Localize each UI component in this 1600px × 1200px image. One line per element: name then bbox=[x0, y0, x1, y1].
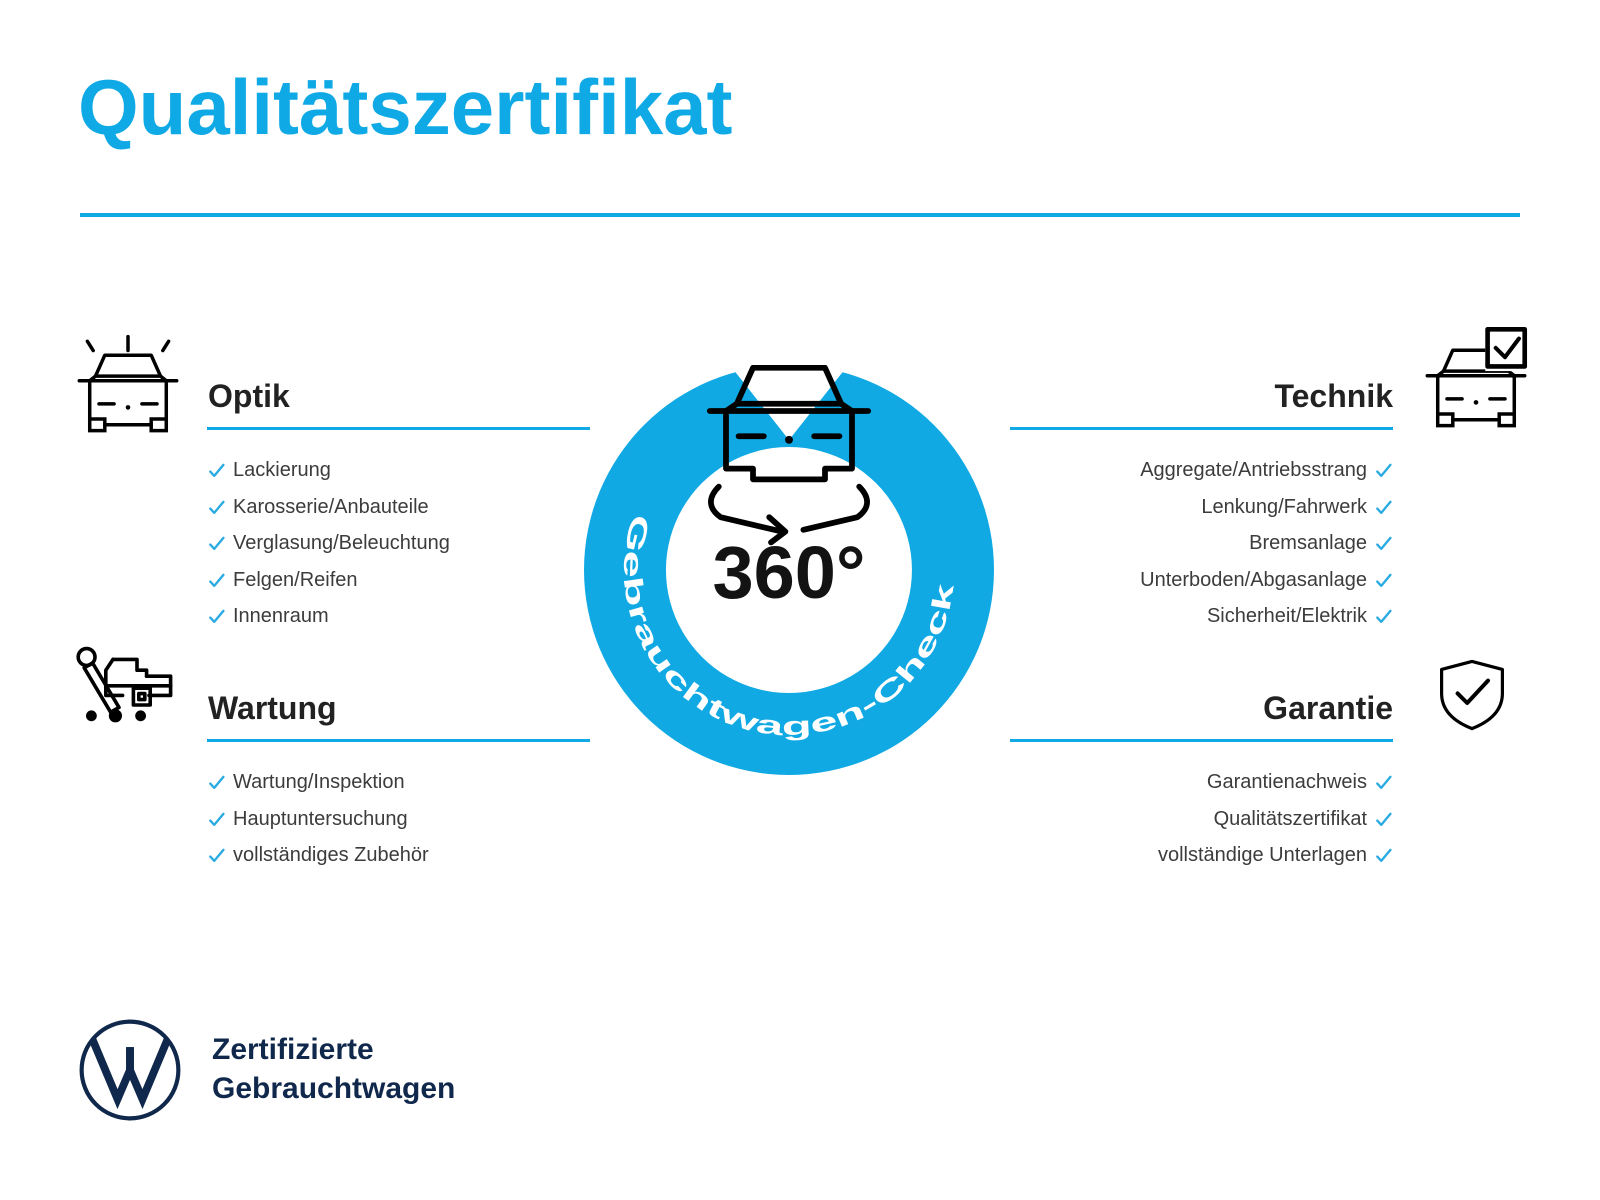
svg-text:360°: 360° bbox=[712, 531, 865, 614]
